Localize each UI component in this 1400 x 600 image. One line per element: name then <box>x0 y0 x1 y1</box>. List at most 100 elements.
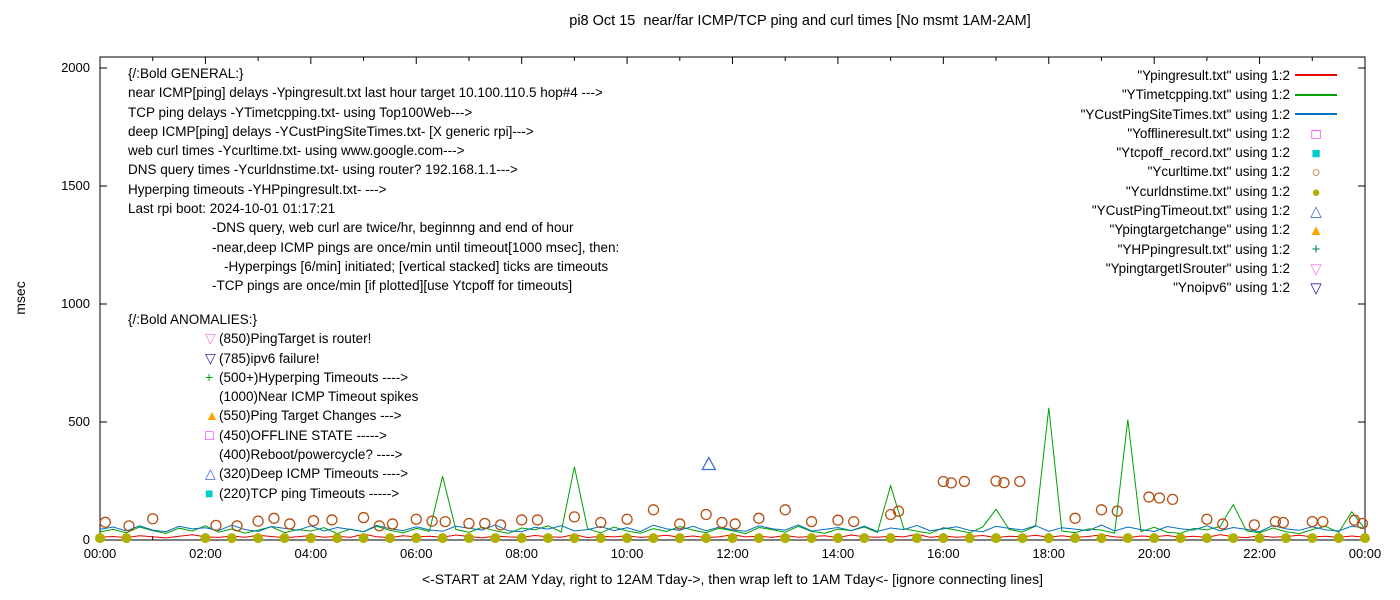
data-point-circle-open <box>1201 513 1213 525</box>
data-point-circle-filled <box>1360 533 1370 544</box>
data-point-circle-filled <box>595 533 606 544</box>
anomaly-line: △ (320)Deep ICMP Timeouts ----> <box>128 464 418 483</box>
legend-circle-filled-key: ● <box>1311 183 1321 201</box>
series-line <box>99 407 1366 535</box>
data-point-circle-open <box>463 517 475 530</box>
series-Ycurldnstime.txt <box>95 533 1370 544</box>
legend-item: "Yofflineresult.txt" using 1:2 □ <box>1081 124 1342 143</box>
x-tick-label: 00:00 <box>1349 546 1382 561</box>
data-point-circle-open <box>621 513 633 525</box>
data-point-circle-open <box>674 518 686 530</box>
data-point-circle-filled <box>1017 533 1028 544</box>
general-line: -DNS query, web curl are twice/hr, begin… <box>212 220 574 236</box>
data-point-circle-open <box>729 518 741 530</box>
data-point-circle-filled <box>1070 533 1081 544</box>
anomaly-line: {/:Bold ANOMALIES:} <box>128 310 418 329</box>
data-point-circle-filled <box>1307 533 1318 544</box>
legend-label: "Yofflineresult.txt" using 1:2 <box>1127 125 1290 141</box>
data-point-circle-open <box>945 477 957 489</box>
data-point-circle-open <box>990 475 1002 487</box>
general-line: TCP ping delays -YTimetcpping.txt- using… <box>128 104 473 120</box>
data-point-circle-filled <box>622 533 633 544</box>
data-point-circle-filled <box>780 533 791 544</box>
general-line: near ICMP[ping] delays -Ypingresult.txt … <box>128 85 603 101</box>
data-point-circle-filled <box>806 533 817 544</box>
x-axis-label: <-START at 2AM Yday, right to 12AM Tday-… <box>421 571 1044 587</box>
x-tick-label: 00:00 <box>84 546 117 561</box>
data-point-circle-open <box>1111 505 1123 517</box>
legend-item: "Ynoipv6" using 1:2 ▽ <box>1081 278 1342 297</box>
data-point-circle-filled <box>1333 533 1344 544</box>
data-point-circle-filled <box>516 533 527 544</box>
data-point-circle-filled <box>911 533 922 544</box>
legend-label: "YCustPingTimeout.txt" using 1:2 <box>1091 203 1290 219</box>
data-point-circle-open <box>1269 515 1282 528</box>
x-tick-label: 08:00 <box>505 546 538 561</box>
data-point-circle-open <box>357 511 370 524</box>
data-point-circle-open <box>892 505 905 517</box>
data-point-circle-open <box>1248 519 1260 531</box>
general-annotations: {/:Bold GENERAL:} near ICMP[ping] delays … <box>128 64 619 296</box>
triangle-open-icon: △ <box>205 465 216 482</box>
data-point-circle-open <box>1217 518 1229 530</box>
data-point-circle-filled <box>938 533 949 544</box>
tri-down-open-icon: ▽ <box>205 330 216 347</box>
general-line: deep ICMP[ping] delays -YCustPingSiteTim… <box>128 123 534 139</box>
data-point-circle-filled <box>674 533 685 544</box>
general-line: {/:Bold GENERAL:} <box>128 66 244 81</box>
plus-icon: + <box>205 368 214 385</box>
data-point-circle-open <box>1014 475 1026 488</box>
x-tick-label: 12:00 <box>716 546 749 561</box>
data-point-circle-filled <box>1175 533 1186 544</box>
data-point-circle-filled <box>463 533 474 544</box>
y-axis-label: msec <box>12 281 28 315</box>
anomaly-line: + (500+)Hyperping Timeouts ----> <box>128 368 418 387</box>
legend-item: "YpingtargetISrouter" using 1:2 ▽ <box>1081 259 1342 278</box>
legend-label: "Ytcpoff_record.txt" using 1:2 <box>1116 145 1290 161</box>
x-tick-label: 16:00 <box>927 546 960 561</box>
legend-square-filled-key: ■ <box>1311 144 1321 162</box>
data-point-circle-filled <box>885 533 896 544</box>
data-point-circle-open <box>1143 491 1155 503</box>
legend-item: "Ytcpoff_record.txt" using 1:2 ■ <box>1081 143 1342 162</box>
data-point-circle-open <box>268 512 280 524</box>
legend-line-key <box>1290 67 1342 86</box>
anomaly-line: ■ (220)TCP ping Timeouts -----> <box>128 484 418 503</box>
anomaly-text: (550)Ping Target Changes ---> <box>219 408 402 424</box>
data-point-circle-open <box>700 508 712 521</box>
legend-label: "Ycurldnstime.txt" using 1:2 <box>1125 183 1290 199</box>
legend-item: "YHPpingresult.txt" using 1:2 + <box>1081 240 1342 259</box>
data-point-circle-open <box>439 515 451 528</box>
data-point-circle-open <box>848 515 860 528</box>
legend-item: "YCustPingTimeout.txt" using 1:2 △ <box>1081 201 1342 220</box>
legend-item: "YCustPingSiteTimes.txt" using 1:2 <box>1081 105 1342 124</box>
series-YCustPingSiteTimes.txt <box>99 524 1366 533</box>
data-point-circle-filled <box>1122 533 1133 544</box>
anomaly-text: (500+)Hyperping Timeouts ----> <box>219 369 409 385</box>
y-tick-label: 1500 <box>61 178 90 193</box>
x-tick-label: 22:00 <box>1243 546 1276 561</box>
data-point-circle-open <box>568 511 581 523</box>
legend-label: "Ynoipv6" using 1:2 <box>1173 280 1290 296</box>
data-point-circle-filled <box>701 533 712 544</box>
data-point-circle-open <box>1069 512 1081 524</box>
data-point-circle-filled <box>332 533 343 544</box>
triangle-filled-icon: ▲ <box>205 407 219 424</box>
legend-item: "Ycurldnstime.txt" using 1:2 ● <box>1081 182 1342 201</box>
general-line: web curl times -Ycurltime.txt- using www… <box>128 143 465 159</box>
line-sample-icon <box>1295 74 1337 77</box>
legend-label: "YpingtargetISrouter" using 1:2 <box>1105 260 1290 276</box>
legend-triangle-open-key: △ <box>1310 202 1322 220</box>
data-point-circle-filled <box>1254 533 1265 544</box>
x-tick-label: 04:00 <box>295 546 328 561</box>
data-point-circle-open <box>252 515 264 527</box>
data-point-circle-filled <box>569 533 580 544</box>
legend-label: "Ypingresult.txt" using 1:2 <box>1137 68 1290 83</box>
y-tick-label: 2000 <box>61 60 90 75</box>
series-Ycurltime.txt <box>99 475 1369 532</box>
legend-tri-down-open-key: ▽ <box>1310 280 1322 298</box>
anomaly-text: (320)Deep ICMP Timeouts ----> <box>219 466 409 482</box>
data-point-circle-filled <box>226 533 237 544</box>
anomaly-text: (1000)Near ICMP Timeout spikes <box>219 389 419 405</box>
x-axis-ticks: 00:00 02:00 04:00 06:00 08:00 10:00 12:00 14:00… <box>84 57 1382 561</box>
